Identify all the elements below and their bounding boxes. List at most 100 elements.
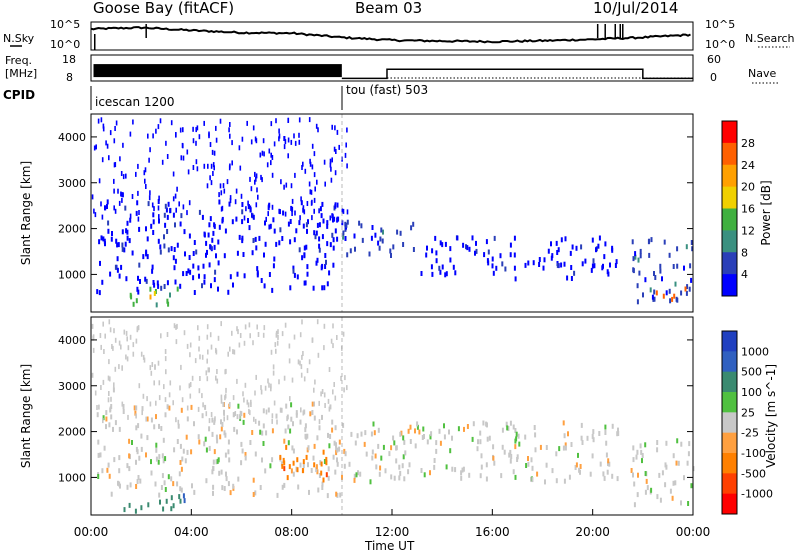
power-cell-370: [598, 235, 601, 241]
power-cell-255: [202, 263, 205, 269]
freq-panel: Freq. [MHz] 18 8 60 0 Nave: [5, 53, 780, 84]
velocity-cell-490: [488, 435, 491, 441]
velocity-scatter-238: [289, 396, 291, 402]
power-cell-173: [193, 240, 196, 245]
power-cell-3: [292, 265, 295, 271]
power-cell-234: [241, 219, 244, 225]
velocity-cell-250: [229, 490, 232, 496]
velocity-scatter-65: [92, 347, 95, 353]
velocity-cell-498: [454, 467, 457, 473]
velocity-scatter-22: [126, 356, 129, 362]
velocity-cell-295: [301, 468, 304, 474]
velocity-scatter-119: [108, 359, 110, 365]
velocity-cell-144: [219, 434, 222, 440]
power-scatter-192: [346, 209, 349, 215]
velocity-cell-202: [208, 426, 211, 432]
velocity-cell-415: [485, 421, 488, 427]
velocity-scatter-101: [215, 347, 217, 353]
velocity-cell-26: [205, 447, 208, 453]
freq-label-line1: Freq.: [5, 54, 32, 67]
velocity-cell-319: [527, 461, 530, 467]
velocity-scatter-223: [151, 362, 154, 367]
power-cell-349: [595, 247, 597, 253]
velocity-cell-225: [102, 415, 105, 421]
velocity-cell-133: [137, 475, 140, 480]
power-cell-463: [632, 268, 635, 274]
power-cell-405: [527, 260, 530, 266]
velocity-cell-249: [315, 467, 318, 473]
power-cell-442: [676, 263, 679, 269]
power-cell-394: [591, 263, 594, 269]
power-scatter-86: [271, 155, 274, 160]
velocity-cell-510: [517, 433, 520, 439]
power-cell-15: [106, 199, 109, 205]
velocity-cell-279: [179, 498, 182, 504]
power-scatter-195: [330, 166, 332, 172]
velocity-cell-121: [331, 419, 334, 425]
power-cell-180: [306, 271, 309, 277]
power-cell-226: [223, 253, 226, 259]
velocity-cell-479: [525, 463, 528, 468]
velocity-scatter-53: [229, 402, 231, 407]
velocity-cell-146: [335, 442, 337, 448]
velocity-cell-281: [134, 508, 137, 514]
power-scatter-215: [203, 163, 206, 169]
power-cell-365: [468, 246, 471, 252]
velocity-scatter-32: [135, 338, 138, 344]
velocity-scatter-212: [154, 364, 156, 370]
velocity-cell-454: [392, 435, 395, 441]
velocity-cell-535: [687, 501, 690, 506]
power-cell-193: [124, 241, 127, 247]
time-tick-label-0: 00:00: [74, 525, 109, 539]
velocity-cell-406: [507, 425, 510, 431]
velocity-cell-61: [203, 441, 206, 447]
power-scatter-50: [196, 166, 199, 172]
velocity-cell-453: [545, 445, 548, 450]
power-scatter-114: [209, 142, 212, 147]
velocity-scatter-159: [125, 354, 127, 360]
velocity-cell-174: [118, 455, 121, 461]
velocity-cell-148: [261, 430, 264, 436]
power-cell-249: [166, 229, 169, 234]
power-cell-423: [634, 254, 637, 260]
power-scatter-172: [323, 159, 326, 165]
velocity-cell-1: [114, 420, 117, 426]
velocity-cell-237: [136, 479, 139, 484]
velocity-cell-28: [303, 409, 306, 415]
velocity-cell-191: [108, 473, 111, 479]
power-cell-35: [256, 266, 259, 272]
power-cell-366: [580, 244, 583, 250]
power-cell-395: [449, 246, 452, 252]
velocity-cell-327: [589, 471, 592, 477]
power-cell-300: [344, 221, 347, 227]
velocity-cell-442: [531, 465, 534, 471]
velocity-cell-333: [574, 465, 577, 470]
velocity-cell-448: [575, 462, 578, 468]
power-cell-120: [185, 271, 188, 276]
velocity-cell-359: [418, 429, 421, 435]
power-scatter-38: [284, 139, 287, 145]
power-cell-114: [136, 200, 139, 206]
velocity-scatter-225: [108, 391, 110, 396]
velocity-cell-145: [128, 453, 131, 459]
velocity-cell-344: [360, 431, 363, 437]
power-ytick-label-0: 1000: [58, 268, 86, 281]
velocity-cell-58: [118, 426, 121, 432]
power-cell-290: [402, 242, 405, 247]
velocity-scatter-76: [256, 324, 258, 330]
velocity-cell-72: [254, 451, 257, 457]
power-scatter-208: [228, 127, 230, 133]
velocity-cell-367: [536, 471, 539, 477]
power-cell-177: [192, 263, 195, 269]
velocity-scatter-8: [271, 418, 273, 424]
velocity-cell-153: [244, 455, 247, 461]
power-cell-236: [318, 243, 321, 249]
velocity-scatter-36: [206, 324, 209, 330]
power-cell-363: [513, 265, 516, 271]
velocity-cell-64: [215, 459, 218, 465]
velocity-cell-100: [321, 485, 324, 490]
velocity-cell-342: [357, 470, 359, 476]
power-cell-195: [258, 235, 261, 241]
power-cell-319: [345, 222, 348, 228]
power-cell-137: [275, 241, 278, 247]
